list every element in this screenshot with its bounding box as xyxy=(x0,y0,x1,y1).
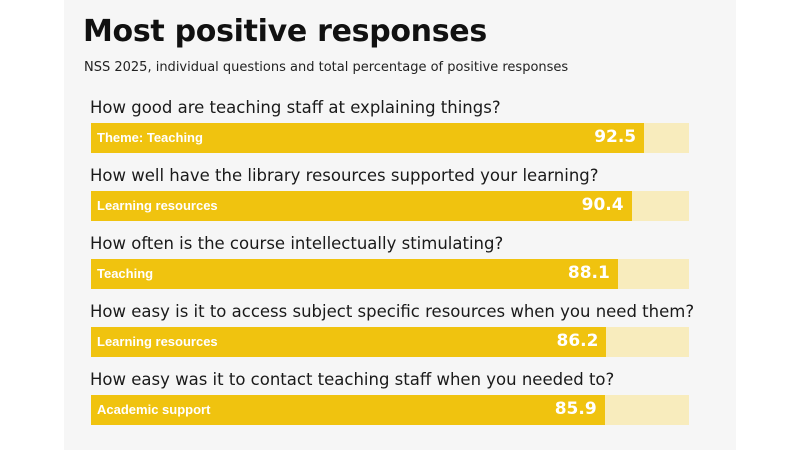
question-label: How easy was it to contact teaching staf… xyxy=(90,370,615,389)
value-label: 88.1 xyxy=(567,263,610,283)
value-label: 85.9 xyxy=(554,399,597,419)
bar: Theme: Teaching 92.5 xyxy=(91,123,645,153)
bar: Academic support 85.9 xyxy=(91,395,605,425)
theme-label: Teaching xyxy=(97,266,154,281)
question-label: How easy is it to access subject specifi… xyxy=(90,302,695,321)
theme-label: Theme: Teaching xyxy=(97,130,203,145)
chart-card xyxy=(64,0,736,450)
bar: Learning resources 90.4 xyxy=(91,191,632,221)
question-label: How often is the course intellectually s… xyxy=(90,234,504,253)
value-label: 92.5 xyxy=(594,127,637,147)
bar-track: Theme: Teaching 92.5 xyxy=(91,123,689,153)
bar-track: Academic support 85.9 xyxy=(91,395,689,425)
chart-subtitle: NSS 2025, individual questions and total… xyxy=(84,60,569,75)
bar: Learning resources 86.2 xyxy=(91,327,607,357)
value-label: 90.4 xyxy=(581,195,624,215)
bar-track: Teaching 88.1 xyxy=(91,259,689,289)
question-label: How well have the library resources supp… xyxy=(90,166,599,185)
theme-label: Learning resources xyxy=(97,198,218,213)
theme-label: Learning resources xyxy=(97,334,218,349)
question-label: How good are teaching staff at explainin… xyxy=(90,98,501,117)
bar-track: Learning resources 90.4 xyxy=(91,191,689,221)
chart-title: Most positive responses xyxy=(83,14,487,49)
theme-label: Academic support xyxy=(97,402,211,417)
bar: Teaching 88.1 xyxy=(91,259,618,289)
bar-track: Learning resources 86.2 xyxy=(91,327,689,357)
value-label: 86.2 xyxy=(556,331,599,351)
